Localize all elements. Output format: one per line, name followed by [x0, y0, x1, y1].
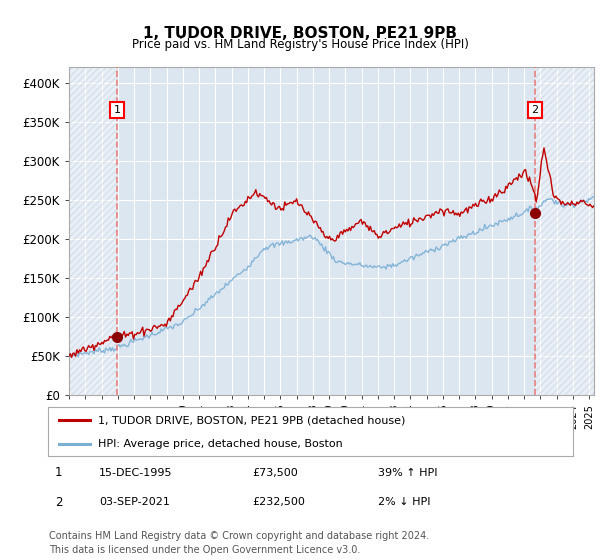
Text: 39% ↑ HPI: 39% ↑ HPI [378, 468, 437, 478]
Text: HPI: Average price, detached house, Boston: HPI: Average price, detached house, Bost… [98, 439, 343, 449]
Text: Contains HM Land Registry data © Crown copyright and database right 2024.
This d: Contains HM Land Registry data © Crown c… [49, 531, 430, 555]
Text: 15-DEC-1995: 15-DEC-1995 [99, 468, 173, 478]
Text: 1: 1 [55, 466, 62, 479]
Text: 2: 2 [532, 105, 539, 115]
Bar [535, 67, 594, 395]
Text: 1, TUDOR DRIVE, BOSTON, PE21 9PB: 1, TUDOR DRIVE, BOSTON, PE21 9PB [143, 26, 457, 41]
Text: 03-SEP-2021: 03-SEP-2021 [99, 497, 170, 507]
Text: £73,500: £73,500 [252, 468, 298, 478]
Text: £232,500: £232,500 [252, 497, 305, 507]
Text: Price paid vs. HM Land Registry's House Price Index (HPI): Price paid vs. HM Land Registry's House … [131, 38, 469, 52]
Text: 1: 1 [113, 105, 121, 115]
Text: 1, TUDOR DRIVE, BOSTON, PE21 9PB (detached house): 1, TUDOR DRIVE, BOSTON, PE21 9PB (detach… [98, 416, 405, 426]
Text: 2% ↓ HPI: 2% ↓ HPI [378, 497, 431, 507]
Text: 2: 2 [55, 496, 62, 509]
Bar [69, 67, 117, 395]
